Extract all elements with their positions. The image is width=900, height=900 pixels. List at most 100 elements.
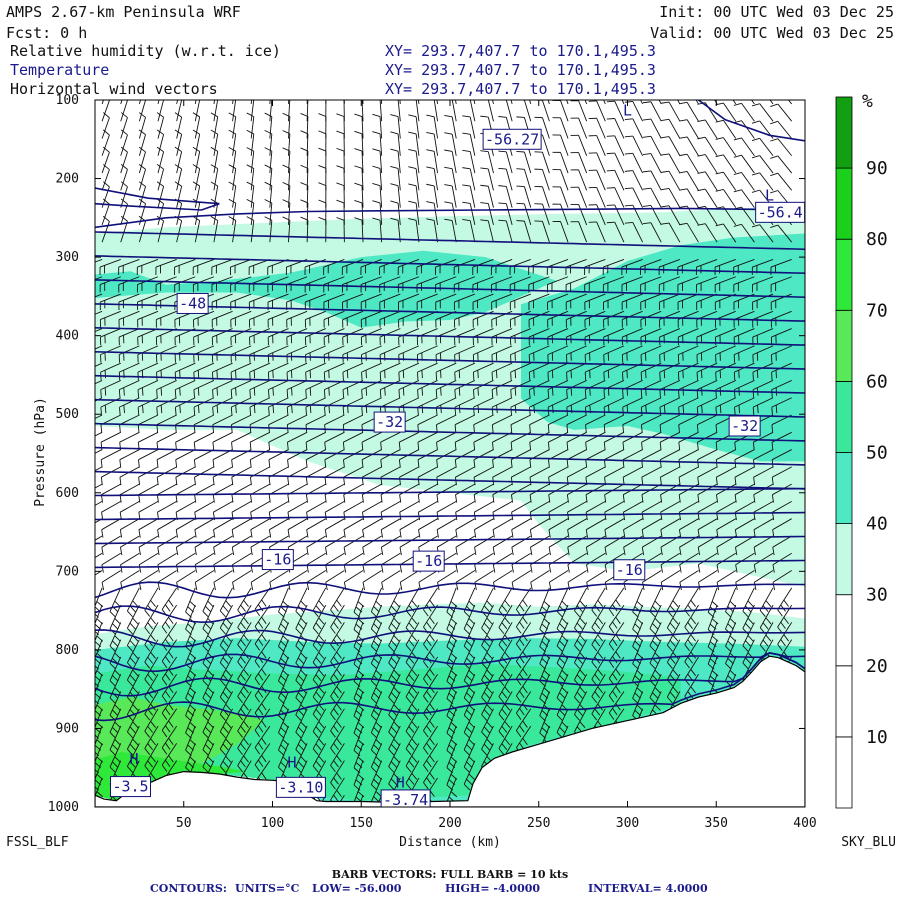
wind-barb-833	[463, 708, 476, 739]
colorbar-bin-0	[835, 736, 853, 809]
wind-barb-568	[342, 345, 364, 363]
wind-barb-1373	[769, 100, 774, 105]
wind-barb-628	[370, 674, 383, 704]
wind-barb-1377	[751, 155, 774, 174]
wind-barb-610	[361, 362, 382, 381]
wind-barb-352	[237, 743, 252, 773]
wind-barb-257	[193, 449, 215, 468]
wind-barb-569	[342, 362, 364, 381]
wind-barb-1033	[565, 259, 587, 276]
wind-barb-1133	[624, 101, 643, 122]
wind-barb-975	[530, 535, 550, 556]
wind-barb-545	[330, 656, 345, 686]
wind-barb-779	[436, 466, 457, 486]
wind-barb-900	[492, 535, 513, 556]
wind-barb-1020	[556, 674, 569, 704]
wind-barb-873	[481, 725, 494, 756]
footer-contours-label: CONTOURS:	[150, 882, 227, 895]
wind-barb-52	[99, 310, 121, 328]
wind-barb-935	[511, 483, 531, 503]
wind-barb-1055	[574, 639, 588, 669]
wind-barb-1008	[548, 466, 569, 486]
wind-barb-284	[228, 216, 237, 243]
wind-barb-822	[455, 518, 476, 538]
wind-barb-1203	[677, 100, 681, 105]
wind-barb-907	[498, 656, 513, 686]
wind-barb-1272	[714, 100, 718, 105]
wind-barb-930	[510, 397, 531, 416]
wind-barb-334	[231, 431, 252, 451]
wind-barb-258	[194, 466, 215, 486]
y-tick-label-1: 200	[56, 172, 79, 187]
wind-barb-308	[219, 656, 233, 687]
wind-barb-213	[174, 362, 196, 381]
wind-barb-1376	[751, 137, 774, 157]
wind-barb-397	[282, 147, 291, 174]
wind-barb-300	[213, 518, 233, 538]
wind-barb-323	[246, 216, 255, 243]
wind-barb-972	[529, 483, 550, 503]
wind-barb-1415	[770, 276, 792, 293]
contour-label-1: -56.4	[758, 203, 803, 221]
contour-label-box-5	[261, 549, 294, 571]
wind-barb-1310	[715, 154, 737, 174]
colorbar-bin-8	[835, 167, 853, 240]
wind-barb-413	[268, 449, 289, 468]
wind-barb-1046	[566, 483, 587, 503]
wind-barb-838	[485, 100, 494, 122]
wind-barb-381	[250, 570, 271, 591]
wind-barb-672	[388, 725, 401, 756]
wind-barb-1374	[751, 103, 774, 122]
wind-barb-25	[95, 535, 103, 541]
wind-barb-18	[95, 414, 103, 419]
wind-barb-1028	[570, 152, 588, 174]
wind-barb-214	[174, 380, 196, 398]
wind-barb-1344	[733, 154, 755, 174]
wind-barb-126	[156, 181, 165, 208]
wind-barb-305	[219, 604, 233, 635]
contour-label-box-10	[380, 789, 431, 807]
wind-barb-1084	[585, 518, 606, 538]
wind-barb-1119	[604, 501, 625, 521]
wind-barb-85	[138, 164, 146, 191]
wind-barb-961	[528, 293, 550, 311]
wind-barb-755	[423, 743, 438, 772]
wind-barb-372	[249, 414, 271, 433]
wind-barb-719	[433, 100, 439, 122]
wind-barb-1247	[677, 259, 699, 276]
wind-barb-1031	[570, 203, 588, 226]
wind-barb-957	[534, 203, 550, 226]
wind-barb-410	[268, 397, 289, 416]
colorbar-label-8: 90	[866, 158, 888, 179]
wind-barb-462	[295, 622, 308, 652]
wind-barb-361	[264, 199, 273, 225]
wind-barb-183	[157, 518, 177, 538]
wind-barb-1262	[679, 518, 699, 538]
colorbar-label-4: 50	[866, 443, 888, 464]
wind-barb-563	[341, 259, 364, 276]
temp-contour-1	[95, 255, 805, 274]
wind-barb-1398	[753, 535, 774, 556]
wind-barb-635	[376, 795, 383, 807]
wind-barb-1027	[570, 134, 588, 156]
wind-barb-281	[228, 164, 237, 191]
wind-barb-1064	[588, 152, 606, 174]
wind-barb-1065	[588, 169, 606, 191]
wind-barb-1410	[770, 172, 793, 191]
wind-barb-190	[161, 639, 178, 669]
wind-barb-1208	[661, 170, 681, 191]
wind-barb-965	[528, 362, 550, 381]
wind-barb-1348	[733, 223, 755, 243]
wind-barb-1361	[734, 466, 755, 486]
wind-barb-1108	[603, 310, 625, 328]
wind-barb-1127	[608, 639, 625, 668]
y-tick-label-0: 100	[56, 93, 79, 108]
y-tick-label-2: 300	[56, 250, 79, 265]
contour-label-10: -3.74	[383, 791, 428, 809]
wind-barb-1009	[548, 483, 569, 503]
wind-barb-726	[426, 218, 439, 243]
temp-contour-17	[95, 629, 805, 648]
wind-barb-1206	[661, 136, 681, 156]
wind-barb-345	[237, 622, 252, 652]
wind-barb-1012	[548, 535, 569, 556]
